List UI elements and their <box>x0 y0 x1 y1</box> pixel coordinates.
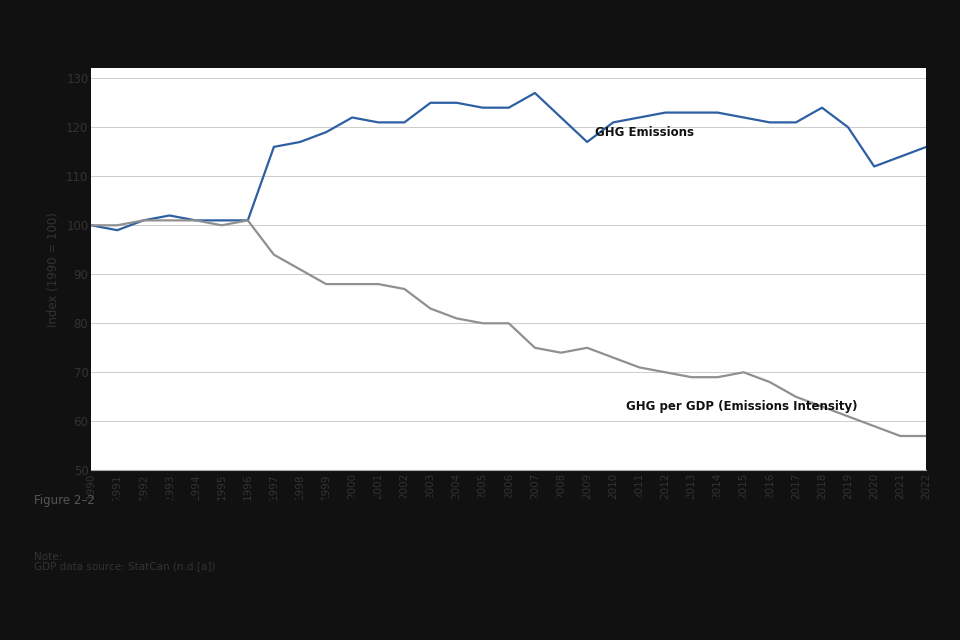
Text: GHG per GDP (Emissions Intensity): GHG per GDP (Emissions Intensity) <box>626 400 857 413</box>
Text: Note:: Note: <box>34 552 61 563</box>
Y-axis label: Index (1990 = 100): Index (1990 = 100) <box>47 212 60 327</box>
Text: GHG Emissions: GHG Emissions <box>595 125 694 139</box>
Text: Figure 2–2: Figure 2–2 <box>34 494 102 507</box>
Text: GDP data source: StatCan (n.d.[a]): GDP data source: StatCan (n.d.[a]) <box>34 561 215 572</box>
Text: Indexed Trend in GHG Emissions and GHG Emissions Intensity (excluding Land Use, : Indexed Trend in GHG Emissions and GHG E… <box>104 494 777 507</box>
Text: and Forestry) (1990–2022): and Forestry) (1990–2022) <box>34 522 209 534</box>
